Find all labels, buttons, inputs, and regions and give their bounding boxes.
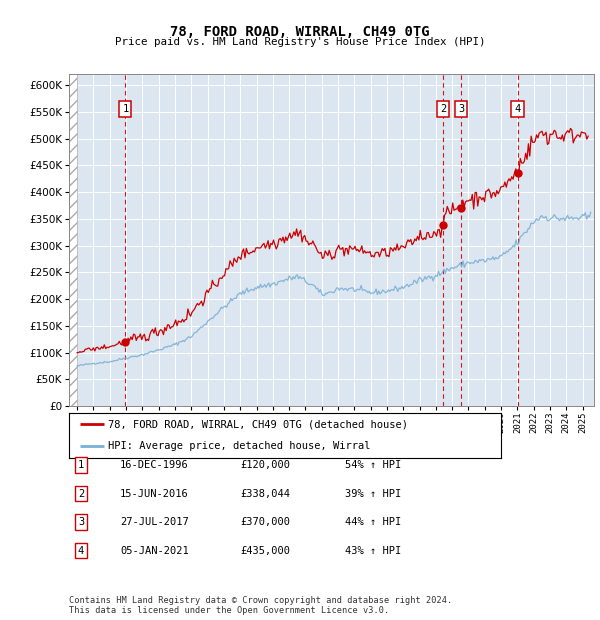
Text: 78, FORD ROAD, WIRRAL, CH49 0TG (detached house): 78, FORD ROAD, WIRRAL, CH49 0TG (detache…	[108, 419, 408, 429]
Text: 1: 1	[78, 460, 84, 470]
Text: £120,000: £120,000	[240, 460, 290, 470]
Text: Price paid vs. HM Land Registry's House Price Index (HPI): Price paid vs. HM Land Registry's House …	[115, 37, 485, 47]
Bar	[69, 74, 77, 406]
Text: 16-DEC-1996: 16-DEC-1996	[120, 460, 189, 470]
Text: Contains HM Land Registry data © Crown copyright and database right 2024.
This d: Contains HM Land Registry data © Crown c…	[69, 596, 452, 615]
Text: 27-JUL-2017: 27-JUL-2017	[120, 517, 189, 527]
Text: £338,044: £338,044	[240, 489, 290, 498]
Text: 44% ↑ HPI: 44% ↑ HPI	[345, 517, 401, 527]
Text: 4: 4	[78, 546, 84, 556]
Text: HPI: Average price, detached house, Wirral: HPI: Average price, detached house, Wirr…	[108, 441, 370, 451]
Text: 39% ↑ HPI: 39% ↑ HPI	[345, 489, 401, 498]
Text: 2: 2	[440, 104, 446, 114]
Text: 3: 3	[458, 104, 464, 114]
Text: 43% ↑ HPI: 43% ↑ HPI	[345, 546, 401, 556]
Text: 4: 4	[514, 104, 521, 114]
Text: 1: 1	[122, 104, 128, 114]
Text: £435,000: £435,000	[240, 546, 290, 556]
Text: 54% ↑ HPI: 54% ↑ HPI	[345, 460, 401, 470]
Text: 3: 3	[78, 517, 84, 527]
Text: 05-JAN-2021: 05-JAN-2021	[120, 546, 189, 556]
Text: 15-JUN-2016: 15-JUN-2016	[120, 489, 189, 498]
Text: £370,000: £370,000	[240, 517, 290, 527]
Text: 78, FORD ROAD, WIRRAL, CH49 0TG: 78, FORD ROAD, WIRRAL, CH49 0TG	[170, 25, 430, 39]
Text: 2: 2	[78, 489, 84, 498]
